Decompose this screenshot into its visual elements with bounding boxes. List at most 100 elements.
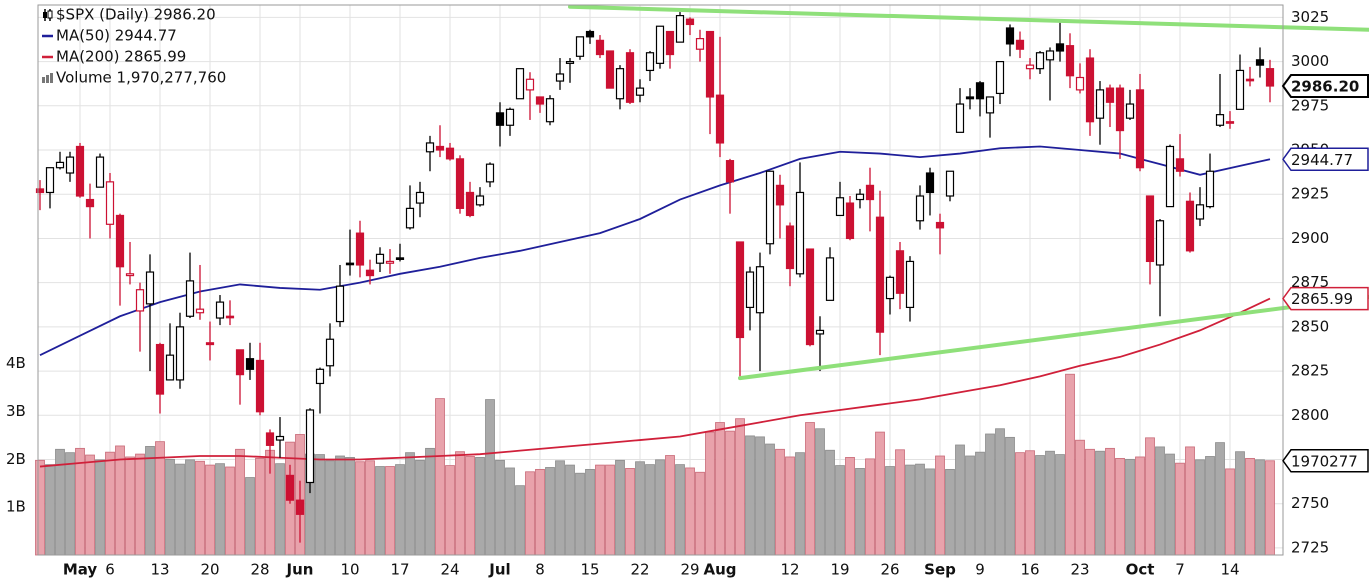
y-tick-label: 3000	[1291, 52, 1329, 70]
candle-body	[595, 39, 605, 56]
volume-bar	[65, 452, 75, 556]
candle-body	[825, 257, 835, 301]
volume-bar	[35, 459, 45, 556]
y-tick-label: 2850	[1291, 317, 1329, 335]
candle-body	[445, 147, 455, 160]
candle-body	[795, 191, 805, 275]
candle-body	[135, 289, 145, 312]
candle-body	[1005, 27, 1015, 45]
candle-body	[835, 197, 845, 217]
volume-bar	[1105, 447, 1115, 556]
x-tick-label: 28	[250, 561, 269, 579]
candle-body	[605, 50, 615, 89]
volume-bar	[825, 449, 835, 556]
candle-body	[475, 195, 485, 206]
candle-body	[765, 170, 775, 245]
volume-bar	[1145, 437, 1155, 556]
volume-bar	[1115, 457, 1125, 556]
candle-body	[705, 30, 715, 98]
volume-bar	[355, 461, 365, 556]
y-tick-label: 2925	[1291, 185, 1329, 203]
candle-body	[735, 241, 745, 339]
volume-bar	[595, 464, 605, 556]
candle-body	[995, 60, 1005, 95]
candle-body	[725, 160, 735, 183]
legend-label: MA(50) 2944.77	[56, 27, 177, 45]
x-tick-label: 14	[1220, 561, 1239, 579]
candle-body	[945, 170, 955, 197]
volume-bar	[735, 418, 745, 556]
volume-bar	[685, 467, 695, 556]
candle-body	[305, 409, 315, 484]
candle-body	[565, 60, 575, 64]
value-tag	[1281, 73, 1369, 98]
candle-body	[95, 156, 105, 188]
candle-body	[225, 315, 235, 319]
volume-bar	[1215, 442, 1225, 556]
volume-bar	[145, 446, 155, 556]
volume-bar	[375, 466, 385, 556]
candle-body	[205, 342, 215, 346]
volume-bar	[105, 451, 115, 556]
candle-body	[495, 112, 505, 126]
candle-body	[1195, 204, 1205, 220]
volume-bar	[1035, 455, 1045, 556]
candle-body	[275, 435, 285, 441]
y2-tick-label: 3B	[6, 402, 26, 420]
candle-body	[125, 273, 135, 277]
volume-bar	[575, 472, 585, 556]
x-tick-label: 8	[535, 561, 545, 579]
candle-body	[1025, 64, 1035, 70]
candle-body	[805, 248, 815, 346]
volume-bar	[985, 433, 995, 556]
candle-body	[1155, 220, 1165, 266]
candle-body	[435, 145, 445, 151]
candle-body	[1245, 78, 1255, 82]
volume-bar	[1075, 439, 1085, 556]
volume-bar	[895, 449, 905, 556]
volume-bar	[175, 463, 185, 556]
volume-bar	[705, 431, 715, 556]
candle-body	[1165, 145, 1175, 208]
candle-body	[1205, 170, 1215, 208]
candle-body	[175, 326, 185, 381]
legend-label: $SPX (Daily) 2986.20	[56, 6, 216, 24]
candle-body	[1055, 43, 1065, 52]
value-tag-label: 1970277	[1291, 452, 1358, 470]
x-tick-label: 16	[1020, 561, 1039, 579]
candle-body	[525, 78, 535, 91]
candle-body	[715, 94, 725, 144]
volume-bar	[225, 466, 235, 556]
candle-body	[555, 73, 565, 82]
candle-body	[885, 276, 895, 300]
candle-body	[755, 266, 765, 314]
candle-body	[415, 191, 425, 204]
volume-bar	[645, 464, 655, 556]
volume-bar	[915, 463, 925, 556]
volume-bar	[955, 444, 965, 556]
volume-bar	[455, 451, 465, 556]
volume-bar	[805, 422, 815, 556]
volume-bar	[1065, 373, 1075, 556]
candle-body	[675, 15, 685, 43]
volume-bar	[1255, 459, 1265, 556]
volume-bar	[475, 457, 485, 556]
candle-body	[105, 181, 115, 225]
value-tag-label: 2865.99	[1291, 290, 1353, 308]
volume-bar	[1015, 452, 1025, 556]
volume-bar	[745, 435, 755, 556]
volume-bar	[1265, 460, 1275, 556]
candle-body	[1085, 57, 1095, 123]
candle-body	[1065, 45, 1075, 77]
candle-body	[65, 156, 75, 174]
candle-body	[255, 359, 265, 413]
candle-body	[545, 98, 555, 123]
x-tick-label: 10	[340, 561, 359, 579]
candle-body	[155, 343, 165, 395]
volume-bar	[385, 466, 395, 556]
volume-bar	[395, 464, 405, 556]
legend-label: MA(200) 2865.99	[56, 48, 186, 66]
volume-bar	[165, 458, 175, 556]
volume-bar	[725, 430, 735, 556]
volume-bar	[555, 460, 565, 556]
